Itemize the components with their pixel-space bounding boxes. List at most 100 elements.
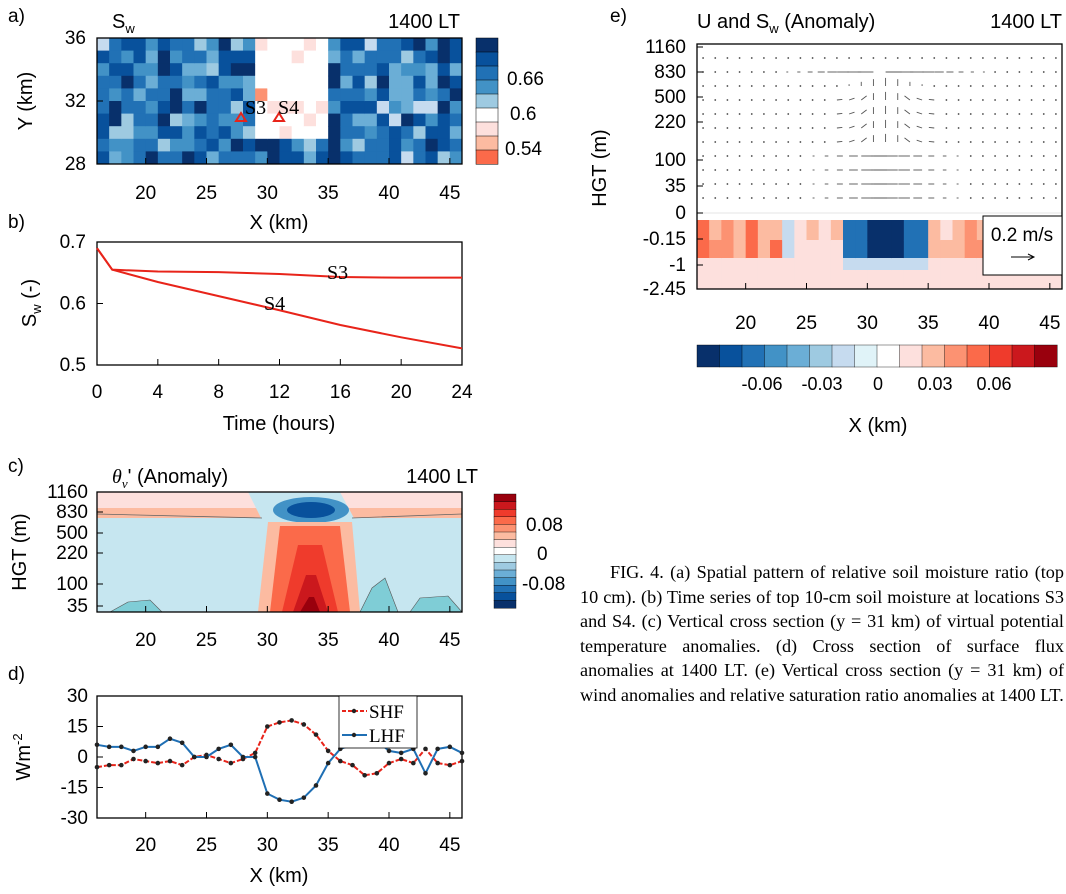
heatmap-cell	[328, 126, 341, 140]
heatmap-cell	[133, 38, 147, 52]
x-tick-label: 30	[257, 835, 278, 856]
heatmap-cell	[243, 138, 256, 152]
data-point-lhf	[204, 754, 209, 760]
vector-dot	[714, 57, 717, 59]
heatmap-cell	[352, 151, 366, 165]
y-tick-label: -30	[61, 808, 88, 829]
vector-dot	[775, 155, 777, 157]
heatmap-cell	[206, 151, 220, 165]
panel-e-cbar-labels: -0.06 -0.03 0 0.03 0.06	[741, 374, 1011, 394]
vector-dot	[982, 57, 984, 59]
vector-dot	[1042, 169, 1045, 171]
x-tick-label: 12	[269, 382, 290, 403]
colorbar-swatch	[493, 501, 517, 510]
heatmap-cell	[206, 101, 220, 115]
heatmap-cell	[194, 126, 207, 140]
panel-a-station-s4: S4	[272, 97, 299, 122]
heatmap-cell	[133, 151, 147, 165]
vector-dot	[823, 99, 826, 101]
y-tick-label: 0	[675, 203, 686, 224]
heatmap-cell	[97, 138, 110, 152]
vector-dot	[738, 155, 741, 157]
heatmap-cell	[170, 138, 183, 152]
vector-dot	[763, 183, 765, 185]
colorbar-swatch	[741, 344, 765, 368]
heatmap-cell	[389, 126, 402, 140]
vector-dot	[945, 57, 948, 59]
panel-a-cbar-label: 0.54	[505, 139, 542, 160]
heatmap-cell	[194, 101, 207, 115]
heatmap-cell	[340, 63, 353, 77]
heatmap-cell	[340, 50, 353, 64]
heatmap-cell	[437, 75, 451, 89]
vector-dot	[1055, 71, 1057, 73]
heatmap-cell	[279, 126, 293, 140]
x-tick-label: 25	[196, 630, 217, 651]
heatmap-cell	[401, 50, 414, 64]
wind-vector	[836, 126, 843, 129]
wind-vector	[916, 139, 923, 143]
vector-dot	[848, 57, 850, 59]
vector-dot	[714, 183, 717, 185]
heatmap-cell	[206, 38, 220, 52]
heatmap-cell	[194, 38, 207, 52]
x-tick-label: 30	[857, 313, 878, 334]
heatmap-cell	[449, 63, 463, 77]
vector-dot	[799, 169, 802, 171]
y-tick-label: 500	[56, 523, 88, 544]
soil-cell	[806, 270, 820, 290]
vector-dot	[1042, 141, 1045, 143]
colorbar-swatch	[475, 135, 499, 151]
vector-dot	[1018, 113, 1021, 115]
panel-c-title: θv' (Anomaly)	[112, 466, 228, 491]
vector-dot	[1006, 155, 1009, 157]
vector-dot	[1042, 127, 1045, 129]
x-tick-label: 30	[257, 630, 278, 651]
vector-dot	[1018, 141, 1021, 143]
heatmap-cell	[157, 75, 171, 89]
vector-dot	[750, 169, 753, 171]
heatmap-cell	[97, 88, 110, 102]
panel-c-x-ticks: 20 25 30 35 40 45	[135, 606, 460, 651]
heatmap-cell	[97, 63, 110, 77]
heatmap-cell	[352, 101, 366, 115]
vector-dot	[1030, 155, 1033, 157]
heatmap-cell	[279, 50, 293, 64]
heatmap-cell	[437, 88, 451, 102]
vector-dot	[750, 183, 753, 185]
vector-dot	[1030, 99, 1033, 101]
x-tick-label: 40	[378, 835, 399, 856]
heatmap-cell	[255, 38, 268, 52]
panel-d-xlabel: X (km)	[250, 865, 309, 887]
vector-dot	[799, 85, 802, 87]
colorbar-swatch	[475, 65, 499, 81]
heatmap-cell	[303, 50, 317, 64]
vector-dot	[1042, 155, 1045, 157]
y-tick-label: 830	[56, 502, 88, 523]
legend-lhf-marker	[351, 732, 357, 738]
vector-dot	[1006, 127, 1009, 129]
soil-cell	[745, 258, 759, 271]
heatmap-cell	[255, 126, 268, 140]
heatmap-cell	[437, 50, 451, 64]
x-tick-label: 25	[196, 835, 217, 856]
data-point-lhf	[228, 742, 234, 748]
s3-marker	[234, 111, 248, 122]
x-tick-label: 40	[378, 183, 399, 204]
wind-vector	[860, 137, 867, 143]
heatmap-cell	[121, 75, 134, 89]
heatmap-cell	[303, 101, 317, 115]
vector-dot	[982, 183, 984, 185]
vector-dot	[933, 85, 936, 87]
soil-cell	[903, 240, 917, 259]
data-point-shf	[277, 720, 282, 725]
panel-a: a) Sw 1400 LT S3 S4 20 25 30 35 40 45 283236 …	[8, 6, 544, 234]
panel-a-xlabel: X (km)	[250, 212, 309, 234]
colorbar-label: 0	[873, 374, 883, 394]
vector-dot	[896, 57, 899, 59]
vector-dot	[969, 127, 972, 129]
heatmap-cell	[267, 63, 280, 77]
heatmap-cell	[389, 50, 402, 64]
colorbar-swatch	[493, 531, 517, 541]
soil-cell	[843, 240, 856, 259]
